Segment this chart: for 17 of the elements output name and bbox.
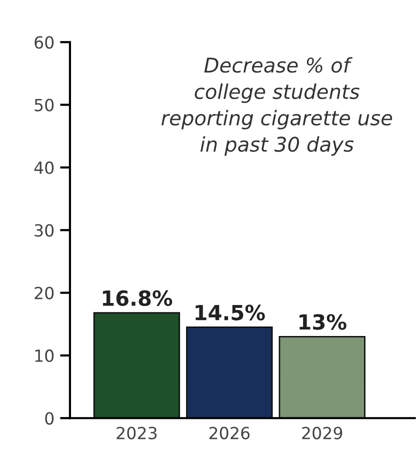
y-tick-label: 60 <box>34 36 54 49</box>
x-tick-label: 2023 <box>116 426 157 440</box>
data-label: 16.8% <box>102 290 172 306</box>
bar <box>93 312 180 418</box>
y-tick-label: 20 <box>34 286 54 300</box>
y-tick-label: 0 <box>45 412 54 425</box>
x-tick-label: 2026 <box>209 426 250 440</box>
y-tick-label: 10 <box>35 349 54 362</box>
bar <box>278 336 366 418</box>
text: Decrease % of college students reporting cigarette use in past 30 days <box>161 57 392 156</box>
y-tick-label: 40 <box>34 161 54 174</box>
data-label: 14.5% <box>196 304 265 320</box>
bar <box>186 326 273 418</box>
y-tick-label: 50 <box>34 98 54 112</box>
x-tick-label: 2029 <box>302 426 342 440</box>
data-label: 13% <box>300 314 346 330</box>
y-tick-label: 30 <box>34 224 54 237</box>
